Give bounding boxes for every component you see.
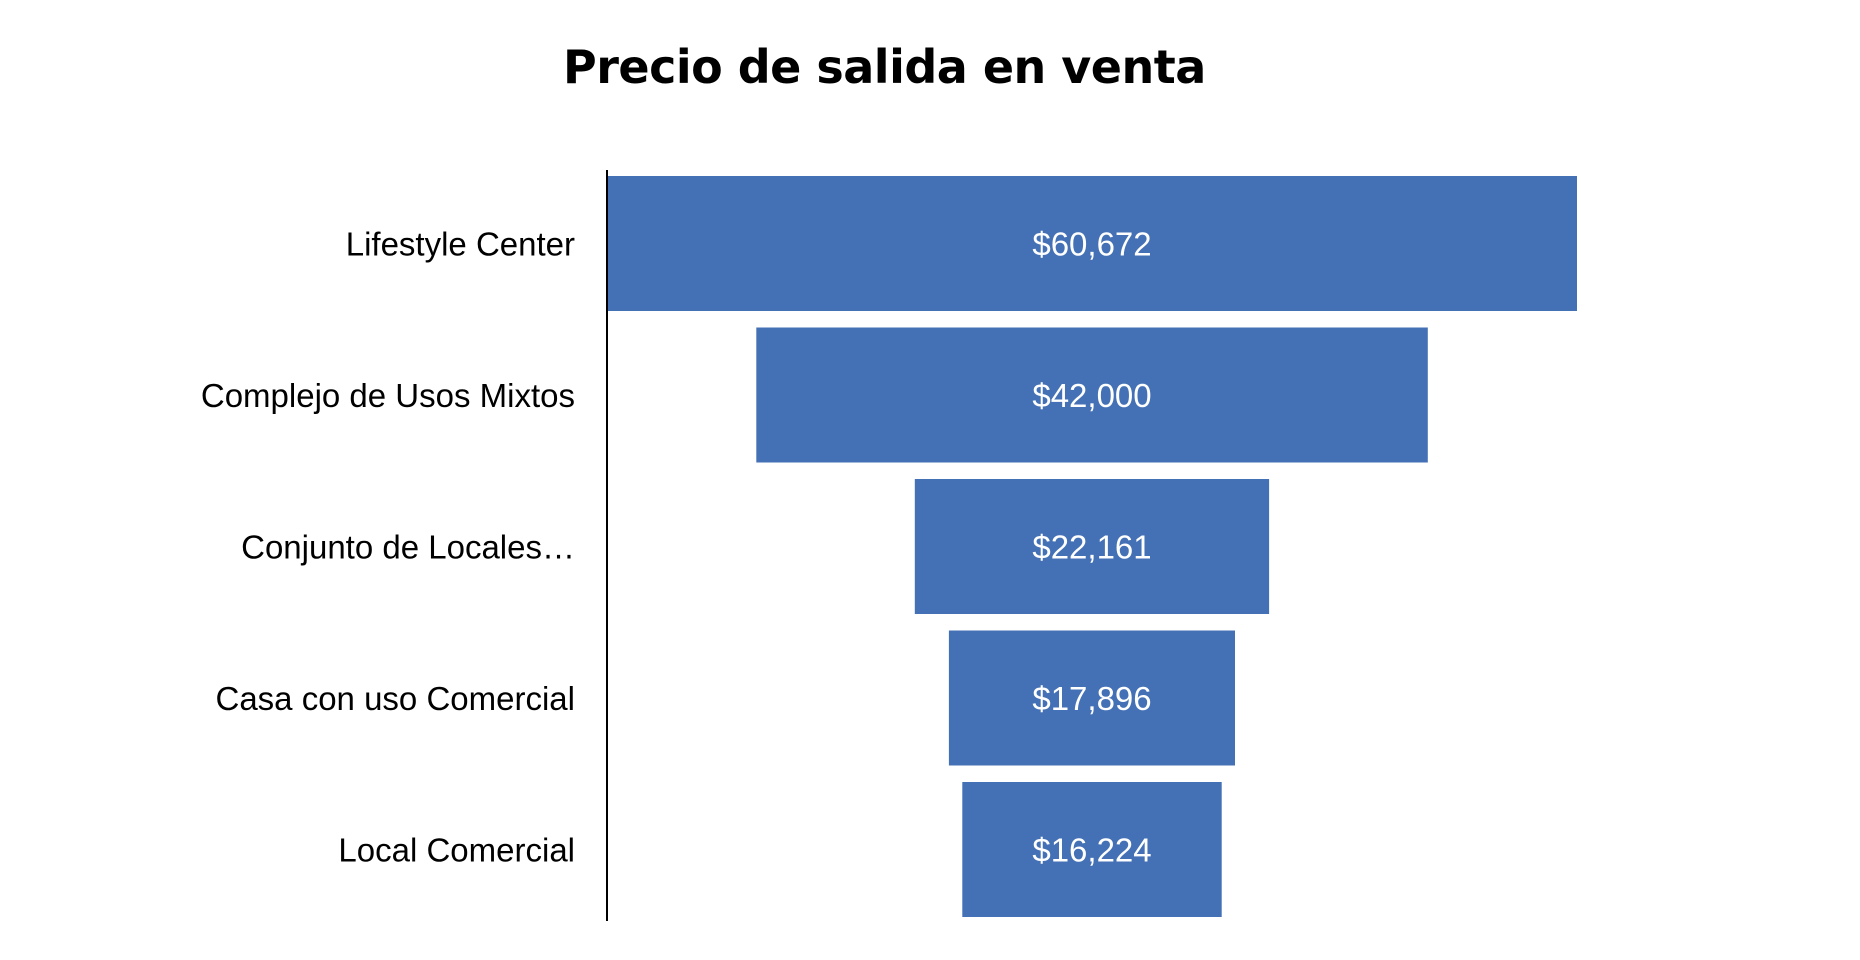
- bar-value-label: $22,161: [1032, 529, 1151, 566]
- category-label: Complejo de Usos Mixtos: [201, 377, 575, 414]
- bar-value-label: $16,224: [1032, 832, 1151, 869]
- funnel-bar: [607, 176, 1577, 311]
- category-label: Lifestyle Center: [346, 226, 575, 263]
- funnel-bar: [948, 630, 1235, 766]
- category-label: Local Comercial: [338, 832, 575, 869]
- bar-value-label: $42,000: [1032, 377, 1151, 414]
- category-label: Casa con uso Comercial: [216, 680, 576, 717]
- funnel-bar: [914, 479, 1270, 614]
- category-label: Conjunto de Locales…: [241, 529, 575, 566]
- value-labels-group: $60,672 $42,000 $22,161 $17,896 $16,224: [1032, 226, 1151, 869]
- funnel-bar: [756, 327, 1428, 463]
- bar-value-label: $17,896: [1032, 680, 1151, 717]
- bars-group: [607, 176, 1577, 917]
- funnel-bar: [962, 782, 1222, 917]
- category-labels-group: Lifestyle Center Complejo de Usos Mixtos C…: [201, 226, 575, 869]
- bar-value-label: $60,672: [1032, 226, 1151, 263]
- chart-title: Precio de salida en venta: [563, 40, 1206, 94]
